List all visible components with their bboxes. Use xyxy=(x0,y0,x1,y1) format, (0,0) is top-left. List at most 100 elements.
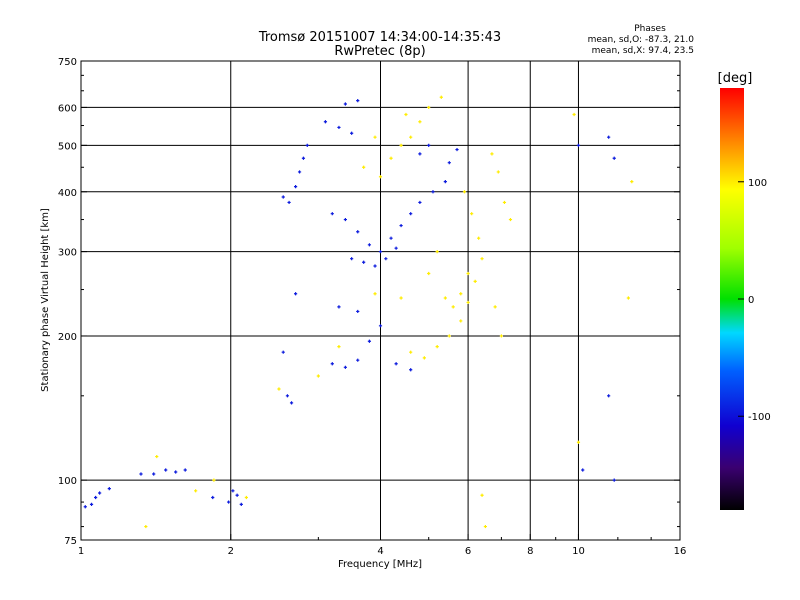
data-point-x xyxy=(473,279,477,283)
data-point-o xyxy=(323,120,328,124)
data-point-o xyxy=(607,394,611,398)
data-point-o xyxy=(409,368,413,372)
data-point-o xyxy=(297,170,302,174)
plot-area: 1 2 4 6 8 10 16 75 100 200 300 400 500 600 750 xyxy=(58,57,686,557)
data-point-x xyxy=(409,350,413,354)
data-point-o xyxy=(356,230,360,234)
colorbar-ticks: 100 0 -100 xyxy=(738,178,771,423)
phase-stats-title: Phases xyxy=(634,24,666,34)
x-axis-ticks: 1 2 4 6 8 10 16 xyxy=(78,534,686,557)
data-point-x xyxy=(378,175,383,179)
data-point-o xyxy=(98,491,102,495)
data-point-x xyxy=(422,356,426,360)
data-point-o xyxy=(431,190,435,194)
x-tick-label: 4 xyxy=(377,546,383,557)
data-point-x xyxy=(490,152,494,156)
data-point-x xyxy=(451,305,455,309)
data-point-x xyxy=(496,170,500,174)
data-point-o xyxy=(443,180,447,184)
data-point-x xyxy=(194,489,198,493)
data-point-x xyxy=(459,292,463,296)
data-point-x xyxy=(466,300,470,305)
y-tick-label: 750 xyxy=(58,57,77,68)
data-point-o xyxy=(378,250,383,254)
data-point-o xyxy=(367,243,372,247)
data-point-x xyxy=(244,495,248,500)
data-point-o xyxy=(409,212,413,216)
data-point-o xyxy=(164,468,168,472)
data-point-o xyxy=(427,143,431,147)
y-tick-label: 75 xyxy=(64,536,77,547)
data-point-o xyxy=(399,223,403,228)
data-point-o xyxy=(287,200,291,205)
y-tick-label: 600 xyxy=(58,103,77,114)
data-point-x xyxy=(435,345,439,349)
data-point-o xyxy=(293,292,298,296)
data-point-x xyxy=(447,334,451,338)
y-tick-label: 100 xyxy=(58,476,77,487)
data-point-o xyxy=(581,468,585,472)
data-point-o xyxy=(289,401,294,405)
colorbar-tick-label: -100 xyxy=(748,412,771,423)
data-point-o xyxy=(343,102,347,106)
data-point-x xyxy=(427,105,431,110)
data-point-o xyxy=(235,493,239,497)
data-point-x xyxy=(502,200,507,205)
data-point-x xyxy=(427,271,431,276)
data-point-x xyxy=(483,524,487,529)
phase-stats-o: mean, sd,O: -87.3, 21.0 xyxy=(588,35,695,45)
x-tick-label: 1 xyxy=(78,546,84,557)
data-point-o xyxy=(394,246,398,250)
grid-lines xyxy=(81,61,680,540)
x-tick-label: 6 xyxy=(465,546,471,557)
data-point-o xyxy=(281,195,285,199)
data-point-o xyxy=(612,478,616,482)
data-point-x xyxy=(459,319,463,323)
data-point-o xyxy=(285,394,290,398)
colorbar-tick-label: 0 xyxy=(748,295,754,306)
data-point-o xyxy=(373,264,377,268)
data-point-o xyxy=(394,362,398,366)
colorbar-label: [deg] xyxy=(718,71,753,86)
data-point-x xyxy=(439,95,443,99)
data-point-x xyxy=(399,296,403,300)
phase-stats-x: mean, sd,X: 97.4, 23.5 xyxy=(592,46,694,56)
x-tick-label: 8 xyxy=(527,546,533,557)
data-point-x xyxy=(418,120,422,124)
data-point-o xyxy=(94,495,98,500)
data-point-o xyxy=(447,161,451,165)
x-tick-label: 2 xyxy=(228,546,234,557)
data-point-o xyxy=(362,260,366,264)
data-point-o xyxy=(330,362,334,366)
data-point-x xyxy=(399,143,403,147)
data-point-o xyxy=(83,505,87,509)
data-point-o xyxy=(343,365,347,369)
data-point-x xyxy=(576,440,581,444)
data-point-o xyxy=(139,472,143,476)
data-point-x xyxy=(435,250,439,254)
data-point-x xyxy=(373,292,377,296)
data-point-o xyxy=(107,487,111,491)
data-point-x xyxy=(480,493,484,497)
data-point-o xyxy=(231,489,235,493)
data-point-o xyxy=(350,257,354,261)
data-point-x xyxy=(409,135,413,139)
y-axis-ticks: 75 100 200 300 400 500 600 750 xyxy=(58,57,680,547)
data-point-x xyxy=(466,271,470,276)
data-point-o xyxy=(152,472,156,476)
data-point-o xyxy=(211,495,215,500)
y-tick-label: 500 xyxy=(58,141,77,152)
data-point-o xyxy=(350,131,354,135)
data-point-o xyxy=(612,156,616,160)
data-point-x xyxy=(626,296,630,300)
data-point-o xyxy=(330,212,334,216)
y-axis-label: Stationary phase Virtual Height [km] xyxy=(40,208,51,392)
data-point-o xyxy=(239,502,243,506)
data-point-x xyxy=(443,296,447,300)
data-point-x xyxy=(155,454,159,459)
data-point-o xyxy=(293,185,298,189)
data-point-o xyxy=(418,152,422,156)
data-point-x xyxy=(480,257,484,261)
data-point-x xyxy=(212,478,216,482)
